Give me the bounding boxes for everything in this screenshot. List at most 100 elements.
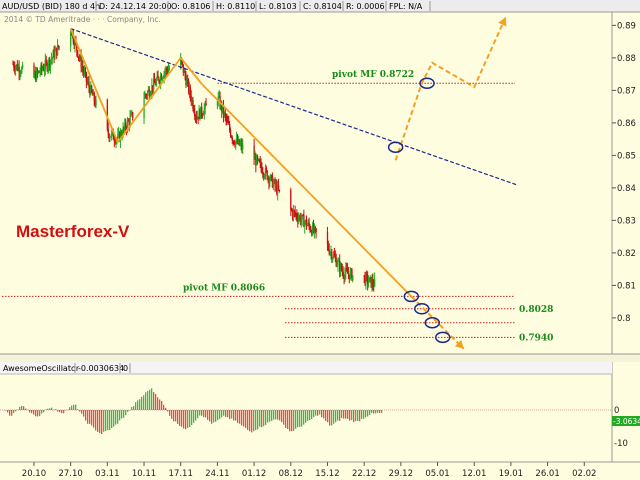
candle-body — [312, 225, 314, 235]
price-tick-label: 0.87 — [617, 86, 636, 96]
candle-body — [345, 268, 347, 274]
candle-body — [192, 100, 194, 109]
oscillator-bar — [293, 410, 295, 431]
header-cell-range: R: 0.0006 — [346, 2, 385, 11]
candle-body — [15, 64, 18, 68]
candle-body — [344, 273, 346, 279]
candle-body — [22, 64, 24, 68]
oscillator-bar — [247, 410, 249, 430]
candle-body — [237, 139, 240, 144]
oscillator-bar — [91, 410, 93, 426]
oscillator-bar — [201, 410, 203, 416]
price-tick-label: 0.82 — [617, 249, 636, 259]
candle-body — [12, 64, 14, 66]
candle-body — [236, 138, 239, 144]
candle-body — [187, 80, 190, 92]
candle-body — [145, 94, 147, 96]
oscillator-bar — [375, 410, 377, 414]
candle-body — [367, 281, 370, 284]
oscillator-bar — [313, 410, 315, 418]
oscillator-bar — [115, 410, 117, 425]
blue-trendline — [70, 28, 517, 186]
oscillator-bar — [149, 389, 151, 410]
candle-body — [187, 80, 189, 82]
candle-body — [124, 122, 126, 129]
candle-body — [19, 73, 21, 74]
oscillator-bar — [163, 404, 165, 410]
candle-body — [194, 115, 197, 117]
candle-body — [73, 41, 75, 46]
oscillator-bar — [363, 410, 365, 419]
oscillator-bar — [165, 407, 167, 410]
header-cell-close: C: 0.8104 — [303, 2, 342, 11]
candle-body — [229, 124, 231, 131]
candle-body — [270, 175, 272, 180]
candle-body — [123, 127, 125, 129]
oscillator-bar — [183, 410, 185, 429]
oscillator-bar — [9, 410, 11, 416]
candle-body — [201, 106, 203, 115]
candle-body — [118, 132, 120, 135]
candle-body — [204, 103, 206, 109]
candle-body — [256, 156, 258, 166]
candle-body — [162, 77, 164, 79]
candle-body — [310, 230, 312, 232]
oscillator-bar — [319, 410, 321, 415]
oscillator-bar — [221, 410, 223, 418]
oscillator-bar — [5, 410, 7, 411]
oscillator-bar — [43, 410, 45, 413]
oscillator-bar — [67, 409, 69, 411]
candle-body — [91, 85, 93, 92]
date-tick-label: 26.01 — [535, 469, 559, 479]
oscillator-bar — [229, 410, 231, 420]
header-bar — [0, 0, 640, 12]
candle-body — [43, 69, 46, 71]
candle-body — [183, 70, 185, 73]
oscillator-bar — [341, 410, 343, 419]
oscillator-bar — [331, 410, 333, 426]
candle-body — [258, 159, 261, 162]
candle-body — [45, 60, 47, 62]
date-tick-label: 19.01 — [499, 469, 523, 479]
date-tick-label: 22.12 — [352, 469, 376, 479]
candle-body — [305, 219, 307, 223]
candle-body — [304, 222, 306, 227]
oscillator-bar — [135, 402, 137, 410]
candle-body — [82, 66, 84, 70]
oscillator-bar — [129, 410, 131, 411]
oscillator-bar — [351, 410, 353, 421]
oscillator-bar — [125, 410, 127, 416]
oscillator-value: -0.0030634 — [78, 364, 124, 373]
oscillator-badge — [612, 416, 640, 426]
candle-body — [255, 157, 257, 166]
candle-body — [224, 112, 226, 116]
candle-body — [46, 61, 48, 70]
oscillator-title: AwesomeOscillator -0.0030634 0 — [3, 363, 131, 373]
oscillator-bar — [265, 410, 267, 425]
candle-body — [153, 79, 155, 90]
price-axis: 0.89 0.88 0.87 0.86 0.85 0.84 0.83 0.82 0.81 0.8 — [612, 21, 636, 324]
candle-body — [365, 274, 367, 285]
oscillator-bar — [255, 410, 257, 431]
oscillator-bar — [93, 410, 95, 428]
oscillator-bar — [123, 410, 125, 418]
date-axis: 20.10 27.10 03.11 10.11 17.11 24.11 01.12 08.12… — [22, 462, 596, 479]
candle-body — [217, 96, 219, 102]
candle-body — [49, 59, 51, 67]
candle-body — [189, 87, 192, 96]
candle-body — [147, 89, 150, 92]
candle-body — [40, 64, 42, 73]
candle-body — [330, 251, 332, 253]
target-marker — [414, 303, 430, 315]
candle-body — [52, 51, 54, 58]
oscillator-bar — [169, 410, 171, 416]
oscillator-bar — [297, 410, 299, 428]
oscillator-bar — [55, 409, 57, 410]
oscillator-bar — [283, 410, 285, 425]
oscillator-bar — [189, 410, 191, 428]
candle-body — [58, 46, 60, 48]
oscillator-bar — [357, 410, 359, 421]
candle-body — [300, 219, 302, 223]
oscillator-bar — [155, 394, 157, 410]
candle-body — [216, 101, 219, 106]
